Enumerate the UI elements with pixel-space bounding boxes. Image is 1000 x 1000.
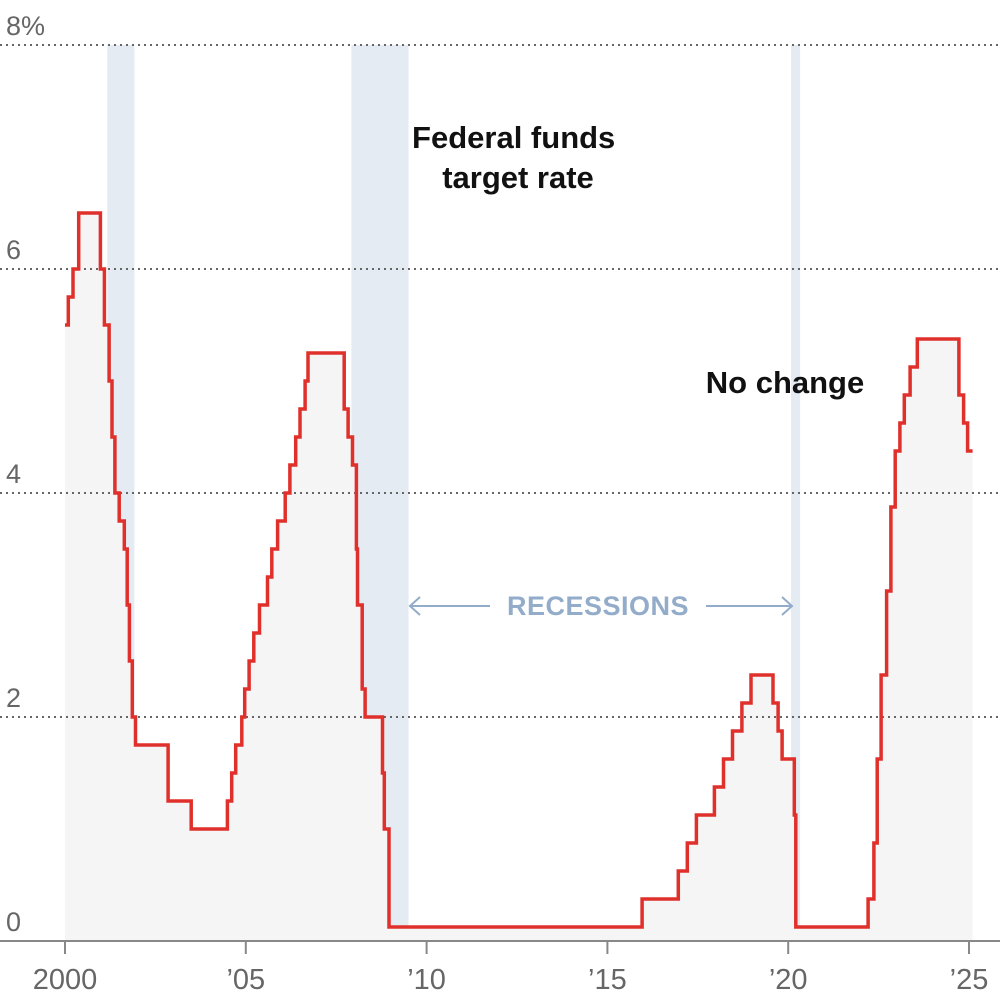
y-tick-label-0: 0 [6, 907, 21, 937]
gridlines [0, 44, 1000, 718]
x-tick-label-2020: ’20 [769, 964, 808, 996]
y-tick-labels: 8% 6 4 2 0 [6, 11, 45, 937]
y-tick-label-2: 2 [6, 683, 21, 713]
y-tick-label-4: 4 [6, 459, 21, 489]
x-tick-label-2000: 2000 [33, 964, 98, 996]
recessions-callout: RECESSIONS [408, 591, 794, 621]
x-tick-label-2025: ’25 [950, 964, 989, 996]
x-tick-label-2015: ’15 [588, 964, 627, 996]
x-tick-labels: 2000 ’05 ’10 ’15 ’20 ’25 [33, 964, 989, 996]
recessions-arrow-right-head [781, 596, 794, 616]
series-label-line-2: target rate [442, 160, 594, 195]
rate-line [65, 211, 973, 929]
x-tick-label-2005: ’05 [226, 964, 265, 996]
y-tick-label-8: 8% [6, 11, 45, 41]
series-label: Federal funds target rate [412, 120, 624, 195]
no-change-label: No change [706, 365, 864, 400]
rate-area-fill [65, 213, 973, 941]
recessions-label: RECESSIONS [507, 591, 689, 621]
recessions-arrow-left-head [408, 596, 421, 616]
x-tick-label-2010: ’10 [407, 964, 446, 996]
x-tick-marks [64, 941, 970, 954]
recession-band-3 [791, 45, 801, 941]
series-label-line-1: Federal funds [412, 120, 615, 155]
y-tick-label-6: 6 [6, 235, 21, 265]
